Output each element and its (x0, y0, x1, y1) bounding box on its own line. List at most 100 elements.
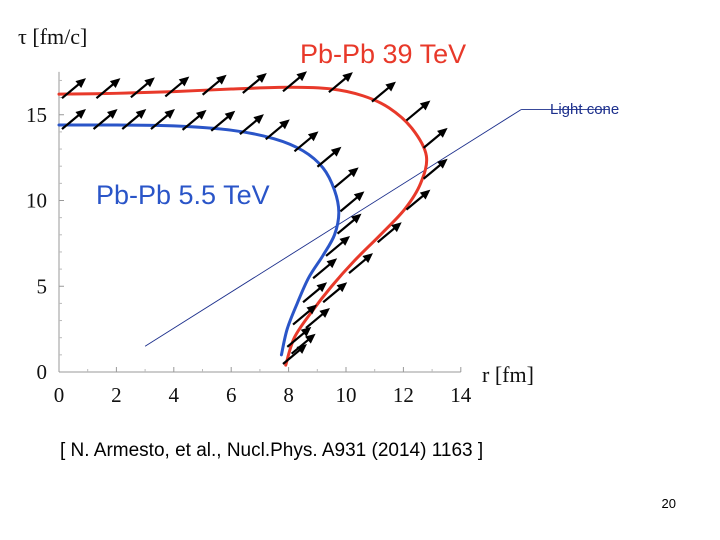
flow-arrow-head (419, 189, 431, 200)
flow-arrow (282, 74, 304, 93)
flow-arrow-head (296, 71, 307, 82)
flow-arrow (61, 112, 83, 130)
flow-arrow (92, 112, 114, 130)
flow-arrow-head (391, 222, 402, 233)
flow-arrow-head (306, 304, 318, 315)
flow-arrow (61, 81, 83, 100)
x-tick-label: 14 (450, 383, 472, 407)
flow-arrow (201, 77, 223, 96)
flow-arrow (305, 310, 327, 329)
flow-arrow-head (195, 109, 207, 120)
flow-arrow (302, 285, 324, 304)
y-axis-label: τ [fm/c] (18, 24, 87, 49)
flow-arrow-head (348, 167, 359, 178)
citation: [ N. Armesto, et al., Nucl.Phys. A931 (2… (60, 440, 484, 461)
y-tick-label: 15 (26, 103, 47, 127)
flow-arrow-head (339, 235, 351, 246)
flow-arrow (164, 79, 186, 98)
flow-arrow-head (296, 343, 307, 354)
flow-arrow (265, 122, 286, 141)
flow-arrow (312, 261, 334, 280)
flow-arrow (371, 84, 393, 103)
flow-arrow (150, 112, 172, 130)
series-line-pbpb-5-5tev (57, 123, 341, 357)
x-tick-label: 10 (336, 383, 357, 407)
flow-arrow (292, 307, 314, 326)
x-tick-label: 12 (393, 383, 414, 407)
flow-arrow (293, 134, 315, 153)
flow-arrow (325, 238, 347, 257)
slide-number: 20 (661, 496, 676, 511)
flow-arrow-head (75, 78, 86, 89)
flow-arrow-head (164, 109, 175, 119)
flow-arrow (121, 112, 143, 130)
flow-arrow (422, 130, 444, 149)
x-axis-label: r [fm] (482, 362, 534, 387)
flow-arrow (242, 76, 263, 94)
flow-arrow-head (307, 131, 319, 142)
flow-arrow (95, 81, 117, 100)
flow-arrow-head (336, 282, 348, 293)
y-tick-label: 5 (37, 274, 48, 298)
flow-arrow (376, 225, 398, 244)
flow-arrow-head (326, 258, 338, 269)
flow-arrow-head (75, 109, 86, 119)
flow-arrow (339, 194, 361, 213)
flow-arrow-head (135, 109, 147, 119)
flow-arrow (181, 112, 203, 131)
flow-arrow-head (350, 213, 362, 224)
flow-arrow-head (256, 73, 267, 83)
x-tick-label: 4 (169, 383, 180, 407)
flow-arrow (333, 170, 355, 189)
flow-arrow (405, 192, 427, 211)
x-tick-label: 6 (226, 383, 237, 407)
flow-arrow-head (107, 109, 118, 119)
y-tick-label: 10 (26, 189, 47, 213)
light-cone-label: Light cone (550, 101, 619, 118)
series-label-pbpb-39tev: Pb-Pb 39 TeV (300, 39, 466, 69)
flow-arrow (239, 117, 261, 136)
flow-arrow-head (419, 100, 431, 111)
flow-arrow-head (353, 191, 365, 202)
flow-arrow (336, 216, 358, 235)
flow-arrow (348, 256, 370, 274)
flow-arrow-head (342, 72, 353, 83)
light-cone-line (144, 109, 522, 347)
flow-arrow-head (224, 110, 236, 121)
flow-arrow (210, 113, 232, 132)
flow-arrow (316, 149, 338, 168)
flow-arrow (286, 329, 308, 348)
x-tick-label: 8 (283, 383, 294, 407)
x-tick-label: 0 (54, 383, 65, 407)
flow-arrow (282, 346, 304, 365)
labels: 0 2 4 6 8 10 12 14 0 5 10 15 r [fm] τ [fm/c] Pb-Pb 39 … (18, 24, 534, 407)
axes (58, 71, 462, 373)
flow-arrow (328, 75, 350, 94)
flow-arrow (422, 161, 444, 180)
flow-arrow-head (319, 307, 330, 318)
flow-arrow-head (362, 253, 373, 263)
flow-arrows (61, 71, 448, 365)
flow-arrow-head (253, 114, 264, 125)
flow-arrow-head (385, 81, 396, 92)
flow-arrow (405, 103, 427, 122)
series-line-pbpb-39tev (57, 85, 429, 367)
flow-arrow-head (437, 127, 448, 138)
chart: Light cone 0 2 4 6 8 10 12 14 0 5 10 15 r [fm] τ [fm/… (18, 24, 619, 407)
x-tick-label: 2 (111, 383, 122, 407)
flow-arrow-head (330, 146, 342, 157)
flow-arrow (322, 285, 344, 304)
flow-arrow-head (437, 158, 448, 169)
flow-arrow-head (178, 76, 190, 87)
flow-arrow-head (216, 74, 227, 85)
series-label-pbpb-5-5tev: Pb-Pb 5.5 TeV (96, 180, 270, 210)
flow-arrow-head (300, 326, 312, 337)
flow-arrow-head (279, 119, 290, 130)
flow-arrow-head (305, 333, 316, 344)
flow-arrow (130, 80, 151, 99)
curves (57, 85, 429, 367)
light-cone: Light cone (144, 101, 619, 347)
flow-arrow-head (316, 282, 328, 293)
flow-arrow-head (144, 77, 155, 88)
y-tick-label: 0 (37, 360, 48, 384)
